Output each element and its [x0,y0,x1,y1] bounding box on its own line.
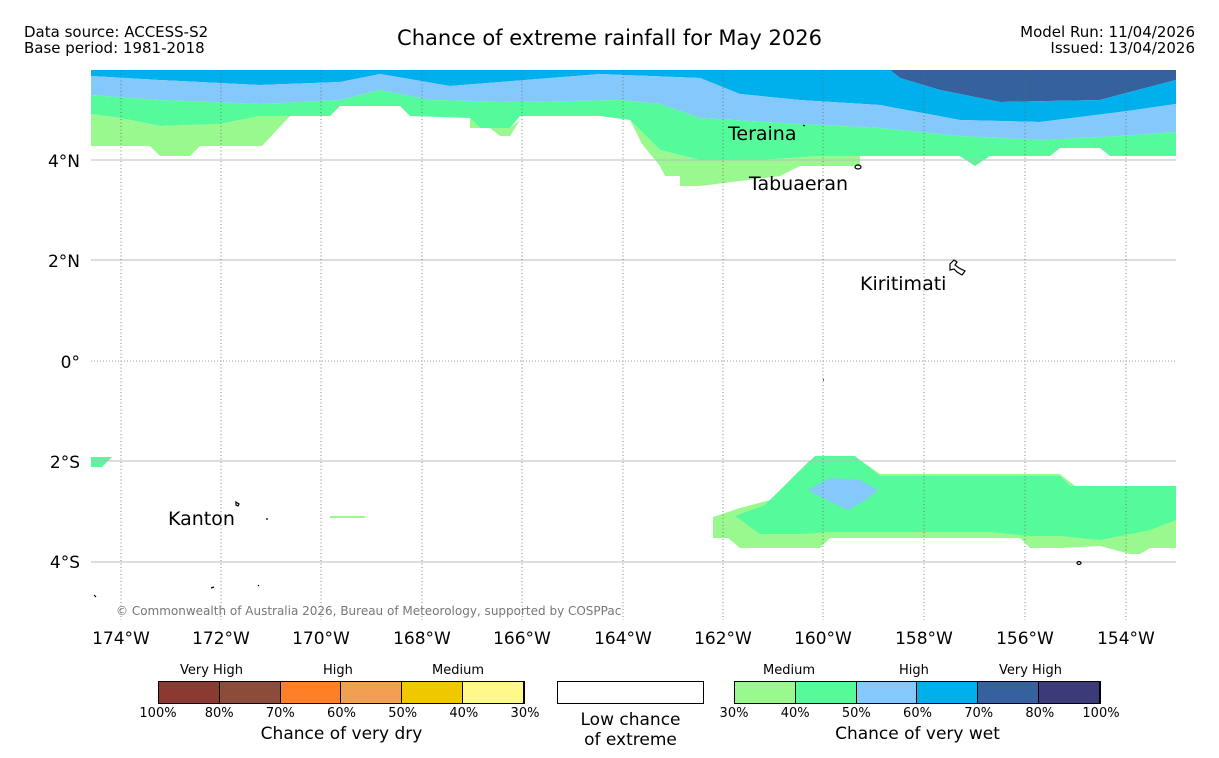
run-info: Model Run: 11/04/2026 Issued: 13/04/2026 [1020,24,1195,56]
island-teraina [802,124,806,127]
island-small-6 [1076,560,1082,566]
colorbar-swatch [917,682,979,703]
lon-labels: 174°W 172°W 170°W 168°W 166°W 164°W 162°W 160°W… [92,629,1155,649]
wet-west-medium-50 [91,457,112,467]
lon-label: 170°W [292,629,350,649]
lon-label: 158°W [895,629,953,649]
colorbar-tick: 50% [841,706,871,721]
wet-south-medium-50 [735,456,1176,540]
rainfall-shading [91,70,1176,554]
island-tabuaeran [854,164,862,170]
colorbar-tick: 80% [204,706,234,721]
lat-label: 2°S [50,453,80,473]
island-kiritimati [949,259,966,276]
place-teraina: Teraina [727,123,797,145]
dry-caption: Chance of very dry [260,724,423,744]
wet-band-medium-50 [91,90,1176,166]
colorbar-swatch [280,682,342,703]
colorbar-swatch [219,682,281,703]
lon-label: 160°W [794,629,852,649]
colorbar-tick: 40% [449,706,479,721]
lon-label: 154°W [1097,629,1155,649]
wet-label-medium: Medium [763,663,815,678]
colorbar-swatch [463,682,524,703]
island-small-2 [210,586,215,589]
place-kiritimati: Kiritimati [860,273,946,295]
wet-west-medium-40-strip [330,516,365,518]
colorbar-swatch [1039,682,1100,703]
issued-date: Issued: 13/04/2026 [1050,39,1195,57]
colorbar-swatch [795,682,857,703]
colorbar-tick: 70% [964,706,994,721]
colorbar-tick: 60% [327,706,356,721]
dry-label-high: High [323,663,353,678]
wet-label-high: High [899,663,929,678]
wet-caption: Chance of very wet [835,724,1000,744]
copyright: © Commonwealth of Australia 2026, Bureau… [116,604,621,618]
colorbar-tick: 50% [388,706,418,721]
colorbar-swatch [978,682,1040,703]
dry-label-very-high: Very High [180,663,243,678]
model-run: Model Run: 11/04/2026 [1020,23,1195,41]
wet-band-medium-40 [91,114,290,156]
colorbar-swatch [402,682,464,703]
colorbar-swatch [341,682,403,703]
colorbar-tick: 60% [903,706,932,721]
colorbar-tick: 70% [265,706,295,721]
lon-label: 162°W [694,629,752,649]
colorbar-tick: 30% [510,706,540,721]
base-period: Base period: 1981-2018 [24,39,205,57]
low-caption-line1: Low chance [580,710,681,730]
lon-label: 164°W [594,629,652,649]
wet-band-high-70 [91,70,1176,122]
colorbar-swatch [856,682,918,703]
lon-label: 166°W [493,629,551,649]
graticule [91,70,1176,620]
island-kanton [235,500,240,507]
dry-colorbar [158,681,525,704]
data-info: Data source: ACCESS-S2 Base period: 1981… [24,24,208,56]
lat-label: 2°N [48,252,80,272]
lon-label: 156°W [996,629,1054,649]
lat-label: 4°S [50,553,80,573]
island-small-4 [93,594,97,598]
lat-label: 0° [61,353,80,373]
island-small-3 [257,584,260,587]
wet-band-very-high [890,70,1176,102]
dry-label-medium: Medium [432,663,484,678]
place-kanton: Kanton [168,508,235,530]
wet-band-medium-40-east [630,120,860,186]
colorbar-swatch [159,682,220,703]
lat-label: 4°N [48,152,80,172]
lon-label: 168°W [393,629,451,649]
colorbar-tick: 30% [719,706,749,721]
colorbar-tick: 100% [139,706,177,721]
wet-band-high-60 [91,74,1176,140]
lon-label: 174°W [92,629,150,649]
colorbar-tick: 40% [780,706,810,721]
map-title: Chance of extreme rainfall for May 2026 [397,26,822,50]
lon-label: 172°W [192,629,250,649]
place-tabuaeran: Tabuaeran [748,173,848,195]
wet-band-medium-40-mid [470,118,520,136]
islands [93,124,1082,598]
low-chance-swatch [557,681,704,704]
data-source: Data source: ACCESS-S2 [24,23,209,41]
low-caption-line2: of extreme [584,730,677,750]
colorbar-swatch [735,682,796,703]
wet-colorbar [734,681,1101,704]
wet-south-high-60 [808,478,878,510]
low-chance-caption: Low chance of extreme [557,710,704,750]
colorbar-tick: 80% [1025,706,1055,721]
wet-label-very-high: Very High [999,663,1062,678]
colorbar-tick: 100% [1082,706,1120,721]
